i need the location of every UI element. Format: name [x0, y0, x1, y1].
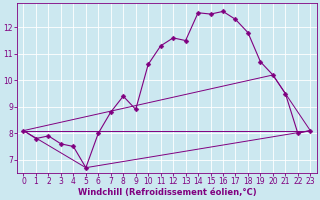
X-axis label: Windchill (Refroidissement éolien,°C): Windchill (Refroidissement éolien,°C) [77, 188, 256, 197]
